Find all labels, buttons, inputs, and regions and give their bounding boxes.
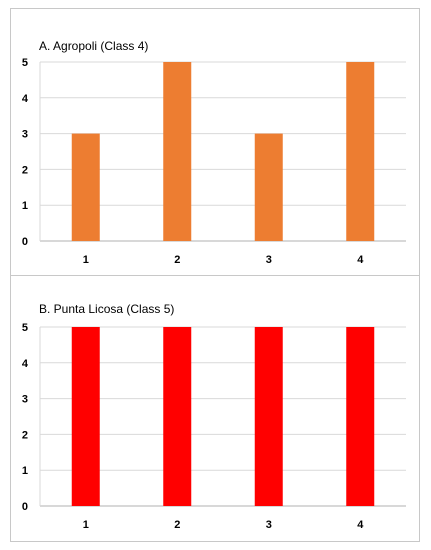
chart-a-bar-3 bbox=[254, 133, 283, 241]
chart-a-xtick-label: 1 bbox=[83, 254, 89, 266]
chart-a-xtick-label: 3 bbox=[266, 254, 272, 266]
chart-b-xtick-label: 1 bbox=[83, 519, 89, 531]
chart-b-ytick-label: 3 bbox=[22, 394, 28, 406]
chart-a-ytick-label: 2 bbox=[22, 164, 28, 176]
chart-a-bar-2 bbox=[163, 62, 192, 241]
chart-b-ytick-label: 0 bbox=[22, 501, 28, 513]
chart-a-xtick-label: 4 bbox=[357, 254, 364, 266]
chart-b-xtick-label: 4 bbox=[357, 519, 364, 531]
chart-a-ytick-label: 5 bbox=[22, 57, 28, 69]
chart-b-title: B. Punta Licosa (Class 5) bbox=[39, 302, 174, 316]
chart-b-bar-3 bbox=[254, 327, 283, 506]
chart-b-ytick-label: 1 bbox=[22, 465, 28, 477]
chart-a-bar-1 bbox=[71, 133, 100, 241]
chart-a-ytick-label: 3 bbox=[22, 129, 28, 141]
chart-a-ytick-label: 1 bbox=[22, 200, 28, 212]
chart-a-title: A. Agropoli (Class 4) bbox=[39, 39, 148, 53]
chart-b-bar-4 bbox=[346, 327, 375, 506]
chart-b-bar-2 bbox=[163, 327, 192, 506]
chart-a-ytick-label: 0 bbox=[22, 236, 28, 248]
chart-b-xtick-label: 2 bbox=[174, 519, 180, 531]
chart-b-ytick-label: 2 bbox=[22, 429, 28, 441]
chart-b-xtick-label: 3 bbox=[266, 519, 272, 531]
chart-a-ytick-label: 4 bbox=[22, 93, 29, 105]
chart-b-ytick-label: 4 bbox=[22, 358, 29, 370]
chart-b-ytick-label: 5 bbox=[22, 322, 28, 334]
chart-a-bar-4 bbox=[346, 62, 375, 241]
panel-divider bbox=[10, 275, 420, 276]
chart-b-bar-1 bbox=[71, 327, 100, 506]
chart-a-xtick-label: 2 bbox=[174, 254, 180, 266]
